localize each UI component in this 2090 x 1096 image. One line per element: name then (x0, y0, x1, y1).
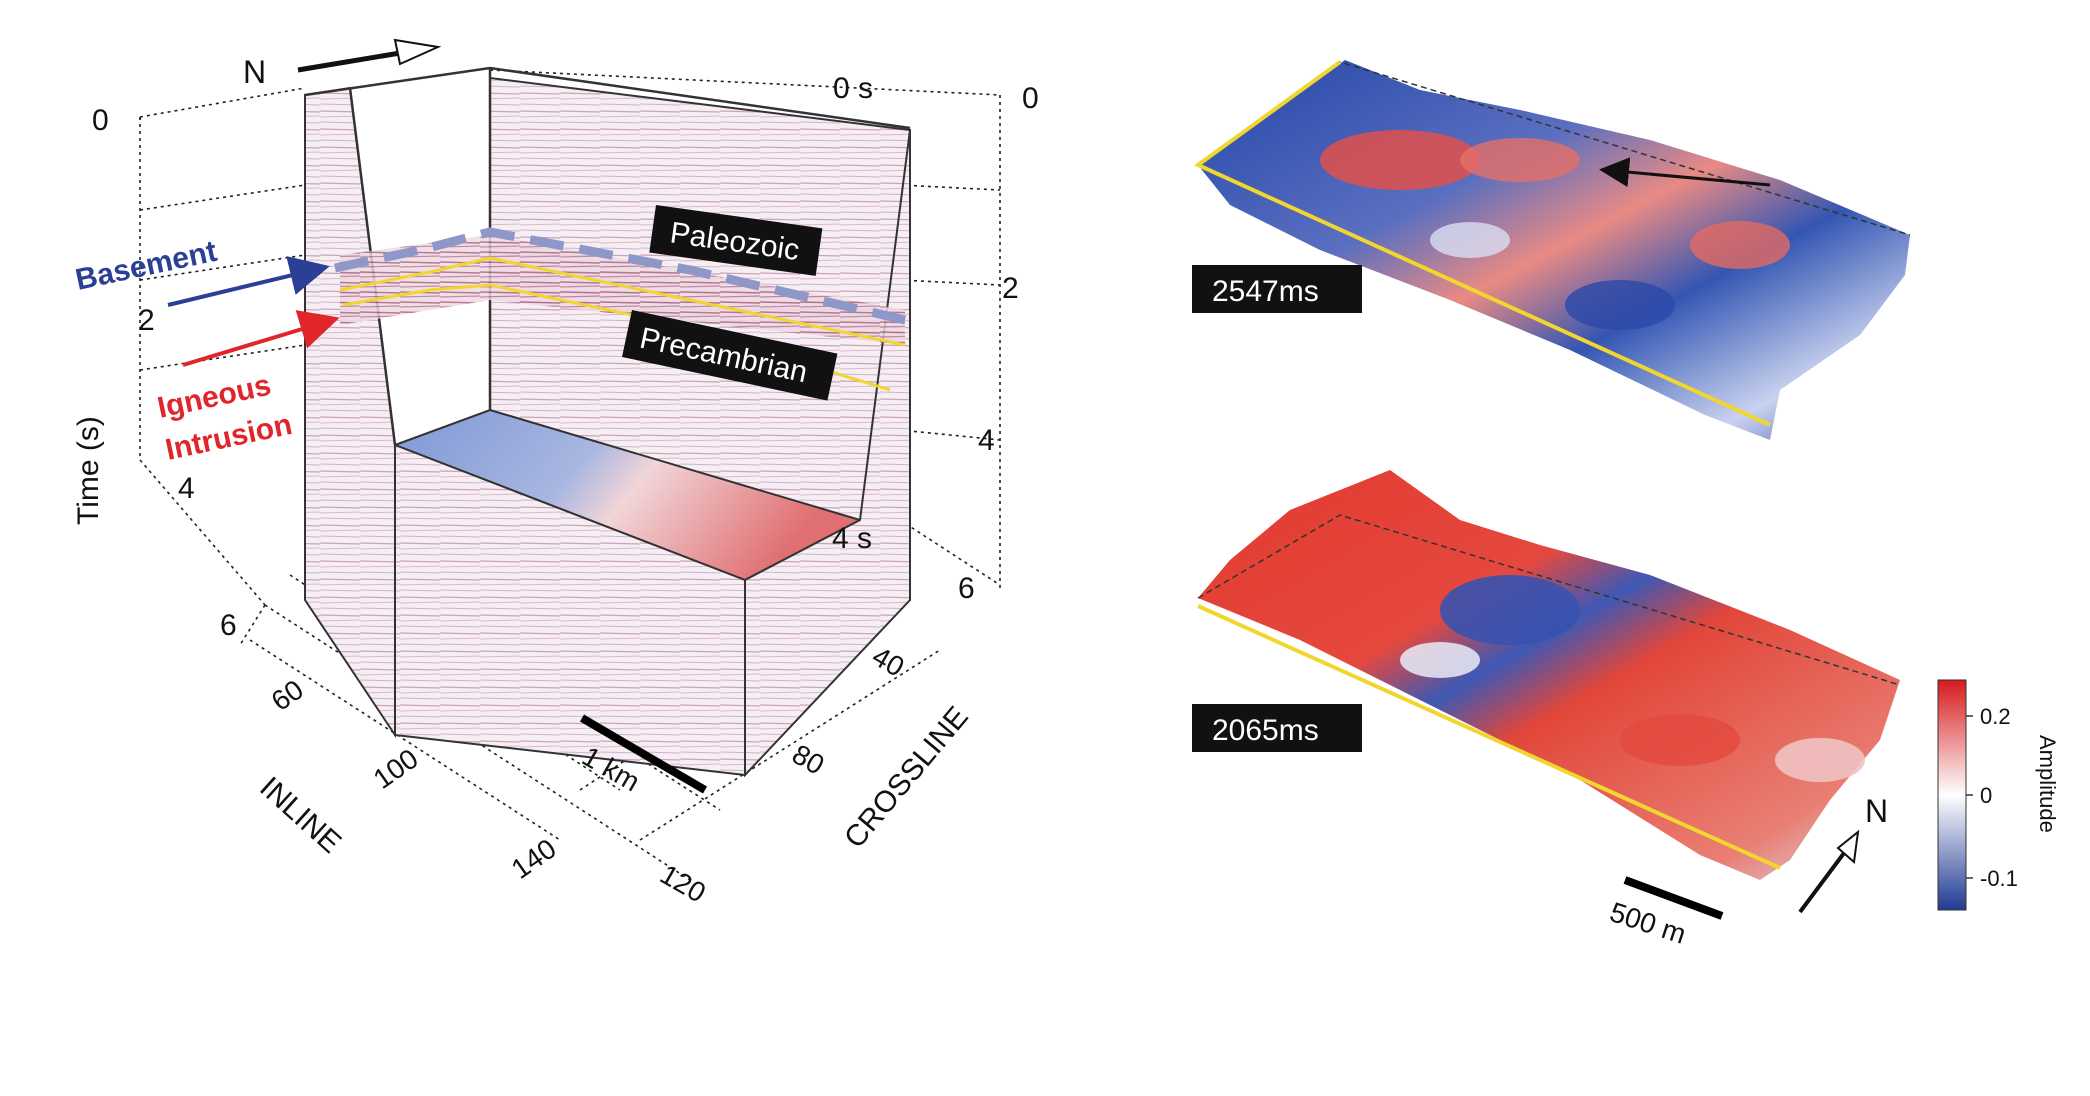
basement-arrow (167, 256, 330, 307)
basement-dashed-horizon (334, 227, 907, 325)
zero-s-label: 0 s (833, 72, 873, 105)
colorbar-tick-high: 0.2 (1980, 704, 2011, 729)
slice-2065-surface (1198, 470, 1900, 880)
time-tick-top-left: 0 (92, 104, 109, 137)
cube-north-label: N (243, 54, 266, 90)
time-tick-right-4: 4 (978, 424, 995, 457)
slice-2065: 2065ms (1192, 470, 1901, 880)
slice-2065-label: 2065ms (1212, 714, 1319, 747)
four-s-label: 4 s (832, 522, 872, 555)
time-tick-left-6: 6 (220, 609, 237, 642)
colorbar-gradient (1937, 679, 1967, 911)
time-axis-label: Time (s) (72, 416, 105, 525)
slice-2547-label: 2547ms (1212, 275, 1319, 308)
slice-2547-yellow-edge (1194, 60, 1771, 427)
crossline-axis-label: CROSSLINE (838, 700, 975, 854)
cube-left-face (304, 86, 396, 739)
horizon-upper (339, 256, 906, 347)
slices-scale-bar (1623, 876, 1724, 920)
amplitude-colorbar: 0.2 0 -0.1 Amplitude (1937, 679, 2060, 911)
slice-2065-outline (1197, 514, 1901, 686)
time-tick-top-right: 0 (1022, 82, 1039, 115)
slice-2065-yellow-edge (1197, 604, 1781, 870)
crossline-tick-40: 40 (867, 640, 909, 682)
time-tick-right-2: 2 (1002, 272, 1019, 305)
slice-2547-highlights (1320, 130, 1790, 330)
slice-2547-arrow (1599, 157, 1771, 188)
cube-right-face (744, 129, 911, 778)
inline-tick-60: 60 (266, 674, 309, 717)
colorbar-tick-low: -0.1 (1980, 866, 2018, 891)
time-tick-right-6: 6 (958, 572, 975, 605)
time-tick-left-2: 2 (138, 304, 155, 337)
colorbar-tick-zero: 0 (1980, 783, 1992, 808)
cube-scale-bar (579, 714, 708, 794)
time-tick-left-4: 4 (178, 472, 195, 505)
inline-axis-label: INLINE (253, 771, 347, 860)
basement-label: Basement (73, 235, 220, 297)
slices-scale-label: 500 m (1606, 896, 1690, 950)
crossline-tick-120: 120 (655, 858, 711, 908)
slice-2547-surface (1198, 60, 1910, 440)
colorbar-title: Amplitude (2035, 735, 2060, 833)
slices-north-label: N (1865, 793, 1888, 829)
cube-north-arrow (297, 38, 442, 73)
seismic-cube: N 0 0 0 s 4 s 2 4 6 2 4 6 Time (s) 60 10… (72, 38, 1039, 909)
slice-2547: 2547ms (1192, 60, 1911, 440)
slices-north-arrow (1798, 829, 1860, 914)
inline-tick-140: 140 (506, 833, 562, 885)
slice-2547-label-box (1192, 265, 1362, 313)
crossline-tick-80: 80 (787, 738, 829, 780)
slice-2065-label-box (1192, 704, 1362, 752)
slice-2065-highlights (1400, 575, 1865, 782)
reflector-band (340, 235, 905, 345)
igneous-arrow (182, 310, 340, 367)
inline-tick-100: 100 (368, 743, 424, 795)
